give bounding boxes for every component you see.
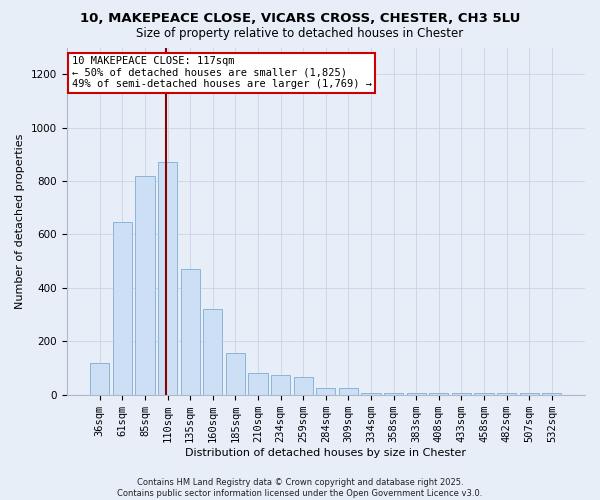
Text: Size of property relative to detached houses in Chester: Size of property relative to detached ho…: [136, 28, 464, 40]
Bar: [181, 269, 200, 394]
Bar: [158, 162, 177, 394]
Bar: [316, 388, 335, 394]
Text: Contains HM Land Registry data © Crown copyright and database right 2025.
Contai: Contains HM Land Registry data © Crown c…: [118, 478, 482, 498]
Text: 10, MAKEPEACE CLOSE, VICARS CROSS, CHESTER, CH3 5LU: 10, MAKEPEACE CLOSE, VICARS CROSS, CHEST…: [80, 12, 520, 26]
X-axis label: Distribution of detached houses by size in Chester: Distribution of detached houses by size …: [185, 448, 466, 458]
Bar: [339, 388, 358, 394]
Bar: [90, 362, 109, 394]
Bar: [136, 176, 155, 394]
Bar: [226, 354, 245, 395]
Bar: [203, 310, 223, 394]
Bar: [248, 374, 268, 394]
Bar: [113, 222, 132, 394]
Y-axis label: Number of detached properties: Number of detached properties: [15, 134, 25, 309]
Bar: [271, 374, 290, 394]
Text: 10 MAKEPEACE CLOSE: 117sqm
← 50% of detached houses are smaller (1,825)
49% of s: 10 MAKEPEACE CLOSE: 117sqm ← 50% of deta…: [72, 56, 372, 90]
Bar: [293, 378, 313, 394]
